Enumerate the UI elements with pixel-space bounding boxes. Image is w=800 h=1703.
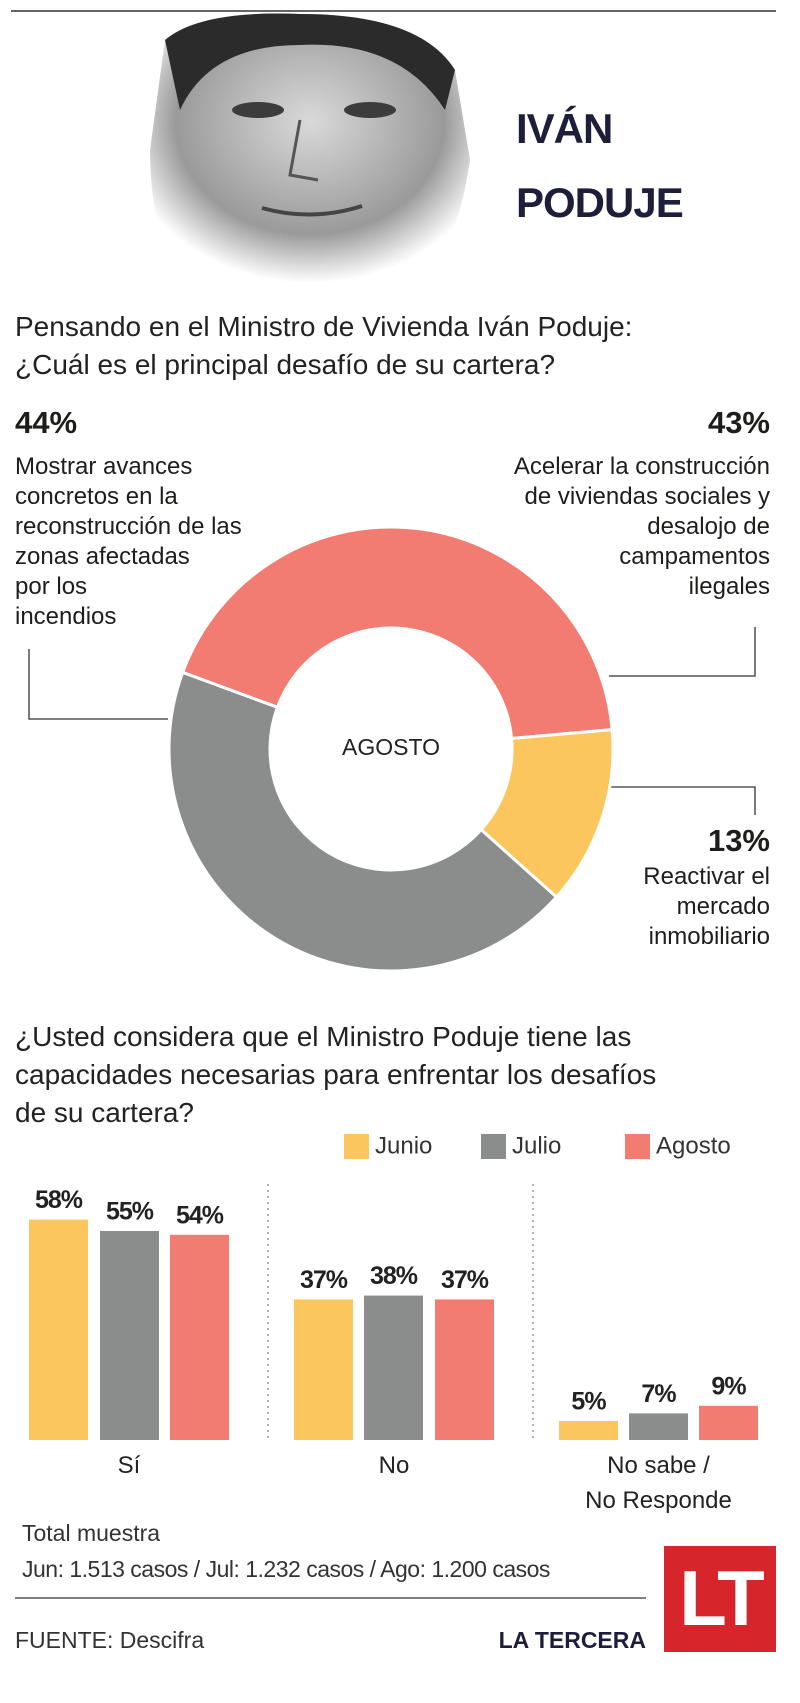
leader-lines bbox=[28, 627, 756, 815]
value-label: 44% bbox=[15, 405, 78, 440]
bar-separators bbox=[267, 1184, 534, 1440]
value-label: 54% bbox=[176, 1201, 224, 1229]
bar bbox=[170, 1234, 229, 1440]
legend-swatch bbox=[344, 1134, 369, 1159]
value-label: 55% bbox=[106, 1198, 154, 1226]
donut-slice bbox=[167, 670, 559, 973]
value-label: 37% bbox=[300, 1266, 348, 1294]
portrait bbox=[150, 13, 470, 283]
value-label: 7% bbox=[641, 1380, 676, 1408]
value-label: 5% bbox=[571, 1388, 606, 1416]
donut-slice bbox=[479, 728, 615, 900]
slice-label: Acelerar la construcción de viviendas so… bbox=[513, 453, 770, 600]
value-label: 37% bbox=[441, 1266, 489, 1294]
value-label: 43% bbox=[707, 405, 770, 440]
slice-label: Mostrar avances concretos en la reconstr… bbox=[15, 453, 242, 630]
bar bbox=[29, 1219, 88, 1440]
donut-slice bbox=[180, 525, 614, 741]
value-label: 13% bbox=[707, 823, 770, 858]
logo: LT bbox=[679, 1554, 765, 1642]
bar bbox=[294, 1299, 353, 1440]
legend-label: Julio bbox=[512, 1132, 561, 1159]
x-tick-label: No bbox=[378, 1452, 410, 1479]
legend-swatch bbox=[481, 1134, 506, 1159]
bar bbox=[435, 1299, 494, 1440]
pie-title: Pensando en el Ministro de Vivienda Iván… bbox=[15, 311, 633, 380]
slice-label: Reactivar el mercado inmobiliario bbox=[643, 863, 770, 950]
source: FUENTE: Descifra bbox=[15, 1627, 205, 1653]
bar-title: ¿Usted considera que el Ministro Poduje … bbox=[15, 1021, 657, 1128]
x-tick-label: No sabe / No Responde bbox=[585, 1452, 732, 1514]
bar bbox=[364, 1295, 423, 1440]
legend-label: Agosto bbox=[656, 1132, 731, 1159]
legend-swatch bbox=[625, 1134, 650, 1159]
bar bbox=[559, 1421, 618, 1440]
center-label: AGOSTO bbox=[342, 734, 440, 760]
bar bbox=[699, 1405, 758, 1440]
sample-detail: Jun: 1.513 casos / Jul: 1.232 casos / Ag… bbox=[22, 1556, 550, 1582]
logo-box bbox=[664, 1546, 776, 1652]
bar bbox=[629, 1413, 688, 1440]
legend-label: Junio bbox=[375, 1132, 432, 1159]
person-name: IVÁN PODUJE bbox=[516, 105, 684, 226]
value-label: 58% bbox=[35, 1186, 83, 1214]
sample-title: Total muestra bbox=[22, 1520, 161, 1546]
bar bbox=[100, 1231, 159, 1440]
value-label: 38% bbox=[370, 1262, 418, 1290]
value-label: 9% bbox=[711, 1372, 746, 1400]
x-tick-label: Sí bbox=[117, 1452, 141, 1479]
brand: LA TERCERA bbox=[498, 1627, 646, 1653]
